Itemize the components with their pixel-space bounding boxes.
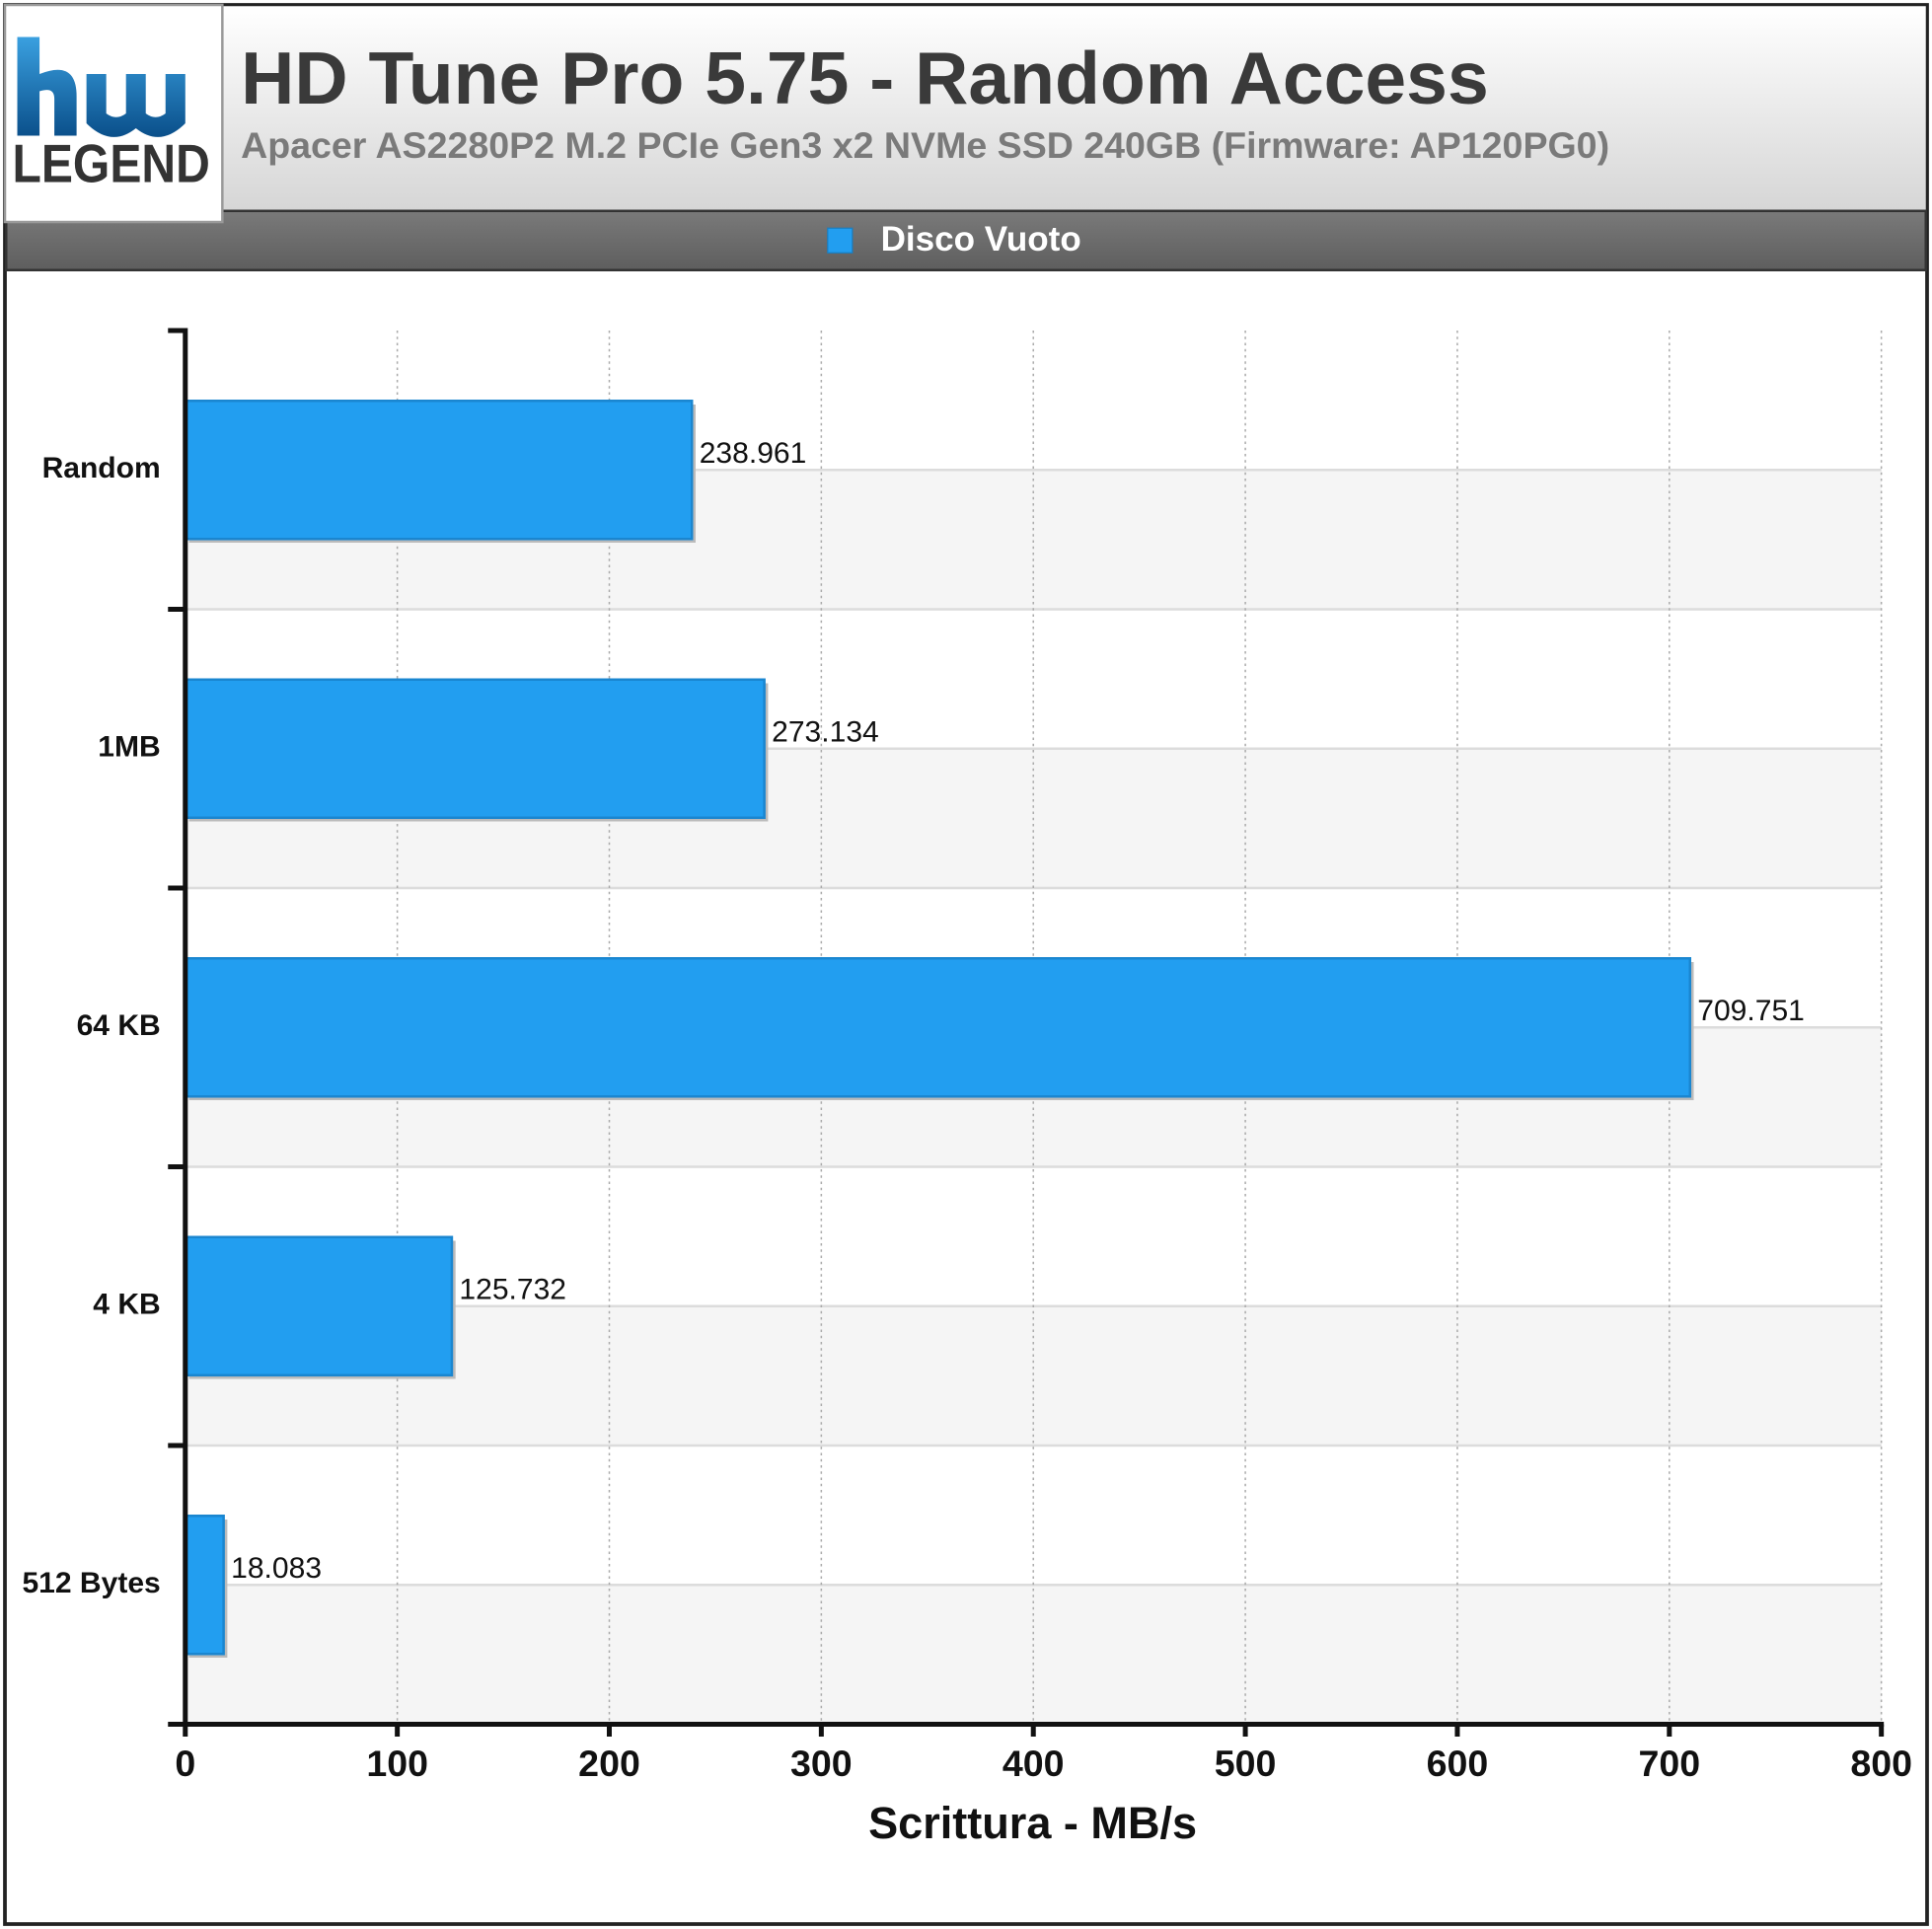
bar xyxy=(184,1235,454,1376)
x-tick-label: 300 xyxy=(790,1743,853,1784)
header xyxy=(6,6,1926,211)
x-tick-label: 0 xyxy=(175,1743,195,1784)
x-tick-label: 100 xyxy=(366,1743,428,1784)
value-label: 709.751 xyxy=(1697,995,1805,1027)
x-tick-label: 400 xyxy=(1003,1743,1065,1784)
value-label: 238.961 xyxy=(700,437,807,470)
y-tick-label: 512 Bytes xyxy=(22,1567,160,1599)
y-tick-label: Random xyxy=(42,452,161,484)
chart-title: HD Tune Pro 5.75 - Random Access xyxy=(241,37,1489,119)
bar xyxy=(184,400,694,541)
y-tick-label: 4 KB xyxy=(93,1289,160,1321)
x-tick-label: 800 xyxy=(1850,1743,1912,1784)
x-axis-title: Scrittura - MB/s xyxy=(868,1798,1197,1848)
value-label: 273.134 xyxy=(772,716,879,749)
bar xyxy=(184,1515,225,1656)
x-tick-label: 600 xyxy=(1427,1743,1489,1784)
chart-subtitle: Apacer AS2280P2 M.2 PCIe Gen3 x2 NVMe SS… xyxy=(241,124,1609,166)
logo: LEGEND xyxy=(3,3,224,224)
bar xyxy=(184,957,1692,1098)
legend-bar xyxy=(5,209,1927,271)
value-label: 125.732 xyxy=(459,1274,566,1306)
legend-swatch xyxy=(827,227,854,254)
y-tick-label: 1MB xyxy=(98,731,160,764)
x-tick-label: 500 xyxy=(1215,1743,1277,1784)
logo-text: LEGEND xyxy=(13,133,210,194)
band-bg xyxy=(185,1585,1882,1725)
value-label: 18.083 xyxy=(231,1552,322,1585)
x-tick-label: 200 xyxy=(578,1743,640,1784)
y-tick-label: 64 KB xyxy=(77,1009,161,1042)
bar xyxy=(184,678,766,819)
x-tick-label: 700 xyxy=(1638,1743,1700,1784)
legend-label: Disco Vuoto xyxy=(881,220,1081,259)
